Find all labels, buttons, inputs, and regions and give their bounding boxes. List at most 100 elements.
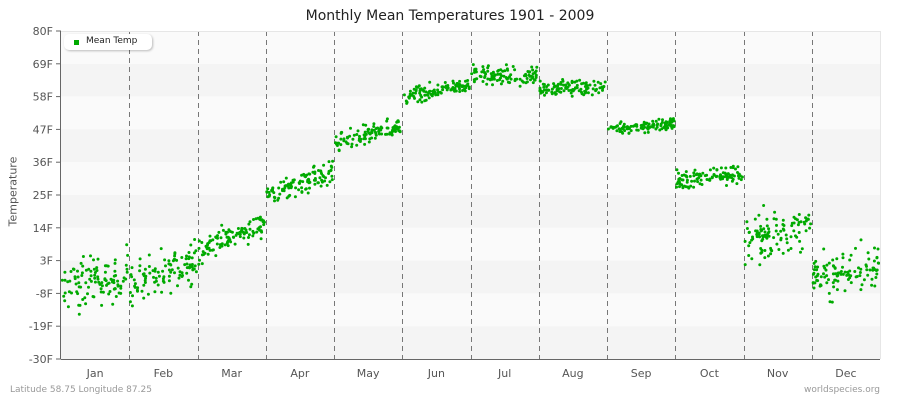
- data-point: [300, 173, 304, 177]
- data-point: [113, 258, 117, 262]
- data-point: [728, 175, 732, 179]
- data-point: [641, 127, 645, 131]
- data-point: [835, 257, 839, 261]
- data-point: [672, 125, 676, 129]
- data-point: [841, 265, 844, 269]
- data-point: [866, 273, 870, 277]
- data-point: [876, 247, 880, 251]
- data-point: [876, 261, 880, 265]
- data-point: [822, 272, 825, 276]
- data-point: [152, 275, 155, 279]
- background-bands: [61, 31, 880, 359]
- data-point: [762, 227, 766, 231]
- data-point: [816, 279, 820, 283]
- location-caption: Latitude 58.75 Longitude 87.25: [10, 385, 152, 395]
- data-point: [418, 98, 422, 102]
- data-point: [647, 122, 651, 126]
- data-point: [792, 229, 796, 233]
- data-point: [391, 126, 395, 130]
- data-point: [765, 217, 769, 221]
- data-point: [201, 250, 205, 254]
- data-point: [570, 94, 574, 98]
- data-points: [60, 63, 881, 316]
- data-point: [865, 268, 869, 272]
- data-point: [782, 224, 786, 227]
- data-point: [828, 300, 832, 304]
- data-point: [614, 125, 617, 129]
- data-point: [215, 242, 219, 246]
- data-point: [831, 258, 835, 262]
- data-point: [698, 182, 702, 186]
- data-point: [731, 166, 735, 170]
- grid-band: [61, 293, 880, 327]
- data-point: [252, 218, 255, 221]
- data-point: [449, 88, 453, 92]
- data-point: [173, 254, 177, 258]
- data-point: [289, 181, 293, 185]
- data-point: [157, 274, 161, 278]
- data-point: [301, 180, 305, 184]
- data-point: [93, 276, 97, 280]
- data-point: [562, 89, 566, 93]
- data-point: [262, 220, 266, 224]
- data-point: [407, 95, 411, 99]
- data-point: [784, 233, 788, 237]
- data-point: [830, 300, 834, 304]
- data-point: [659, 124, 663, 128]
- data-point: [121, 279, 125, 283]
- data-point: [857, 266, 860, 270]
- data-point: [323, 179, 327, 183]
- data-point: [394, 127, 398, 131]
- data-point: [146, 292, 150, 296]
- data-point: [143, 267, 147, 271]
- grid-band: [61, 260, 880, 294]
- data-point: [825, 263, 829, 267]
- data-point: [833, 278, 837, 282]
- data-point: [812, 271, 816, 275]
- x-tick-label: Apr: [290, 367, 310, 380]
- y-tick-label: 3F: [40, 255, 53, 268]
- data-point: [185, 266, 189, 270]
- data-point: [418, 89, 422, 93]
- data-point: [546, 88, 550, 92]
- data-point: [63, 299, 67, 303]
- data-point: [73, 277, 77, 281]
- data-point: [646, 127, 650, 131]
- data-point: [227, 237, 231, 241]
- data-point: [185, 254, 188, 258]
- data-point: [290, 185, 293, 189]
- data-point: [675, 168, 679, 172]
- data-point: [163, 258, 167, 262]
- data-point: [621, 131, 625, 135]
- data-point: [113, 261, 117, 265]
- data-point: [243, 231, 247, 235]
- data-point: [524, 74, 528, 78]
- legend[interactable]: Mean Temp: [64, 34, 152, 50]
- y-tick-label: 14F: [33, 222, 53, 235]
- data-point: [509, 77, 513, 81]
- x-tick-label: Mar: [221, 367, 242, 380]
- data-point: [681, 185, 685, 189]
- data-point: [553, 84, 557, 88]
- data-point: [103, 277, 107, 281]
- data-point: [298, 179, 302, 183]
- data-point: [119, 286, 123, 290]
- data-point: [284, 176, 288, 180]
- grid-band: [61, 227, 880, 261]
- data-point: [472, 80, 476, 84]
- data-point: [159, 247, 163, 251]
- data-point: [725, 184, 728, 187]
- data-point: [571, 89, 575, 93]
- data-point: [162, 275, 166, 279]
- data-point: [192, 251, 196, 255]
- data-point: [682, 173, 686, 177]
- data-point: [200, 262, 204, 266]
- data-point: [185, 271, 189, 275]
- data-point: [138, 257, 142, 261]
- data-point: [816, 265, 820, 269]
- data-point: [177, 276, 181, 280]
- data-point: [590, 93, 594, 97]
- data-point: [101, 290, 105, 294]
- data-point: [211, 248, 215, 252]
- data-point: [436, 88, 440, 92]
